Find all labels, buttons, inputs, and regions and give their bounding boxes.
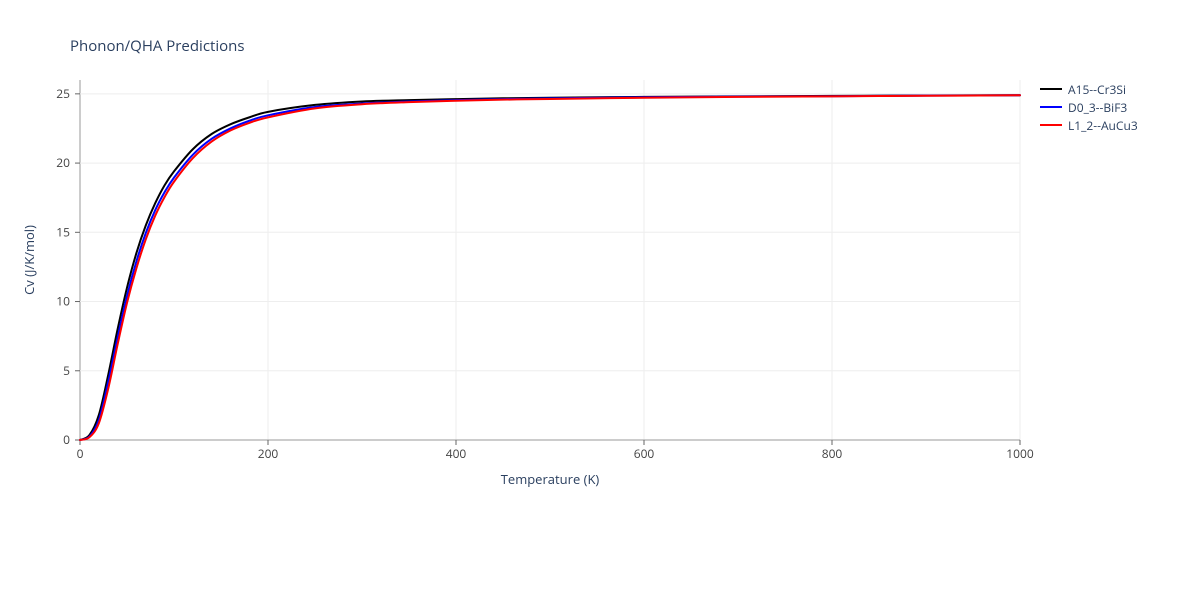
- line-chart[interactable]: 0 200 400 600 800 1000 0 5 10 15 20 25 Temperature (…: [0, 0, 1200, 600]
- x-tick-label: 0: [77, 445, 84, 462]
- series-line-2[interactable]: [80, 95, 1020, 440]
- y-tick-label: 20: [56, 154, 70, 171]
- x-axis-label: Temperature (K): [501, 470, 600, 488]
- y-tick-label: 25: [56, 85, 70, 102]
- legend-swatch: [1040, 106, 1062, 108]
- x-tick-label: 200: [258, 445, 279, 462]
- x-tick-label: 800: [822, 445, 843, 462]
- x-tick-label: 1000: [1006, 445, 1034, 462]
- y-tick-label: 10: [56, 293, 70, 310]
- y-axis-label: Cv (J/K/mol): [20, 225, 38, 295]
- legend: A15--Cr3SiD0_3--BiF3L1_2--AuCu3: [1040, 80, 1138, 134]
- legend-item-1[interactable]: D0_3--BiF3: [1040, 98, 1138, 116]
- legend-label: A15--Cr3Si: [1068, 81, 1126, 98]
- legend-item-2[interactable]: L1_2--AuCu3: [1040, 116, 1138, 134]
- y-tick-label: 0: [63, 431, 70, 448]
- x-tick-label: 600: [634, 445, 655, 462]
- legend-swatch: [1040, 88, 1062, 90]
- legend-item-0[interactable]: A15--Cr3Si: [1040, 80, 1138, 98]
- series-line-1[interactable]: [80, 95, 1020, 440]
- legend-swatch: [1040, 124, 1062, 126]
- y-tick-label: 5: [63, 362, 70, 379]
- legend-label: L1_2--AuCu3: [1068, 117, 1138, 134]
- chart-container: 0 200 400 600 800 1000 0 5 10 15 20 25 Temperature (…: [0, 0, 1200, 600]
- series-line-0[interactable]: [80, 95, 1020, 440]
- legend-label: D0_3--BiF3: [1068, 99, 1127, 116]
- x-tick-label: 400: [446, 445, 467, 462]
- y-tick-label: 15: [56, 223, 70, 240]
